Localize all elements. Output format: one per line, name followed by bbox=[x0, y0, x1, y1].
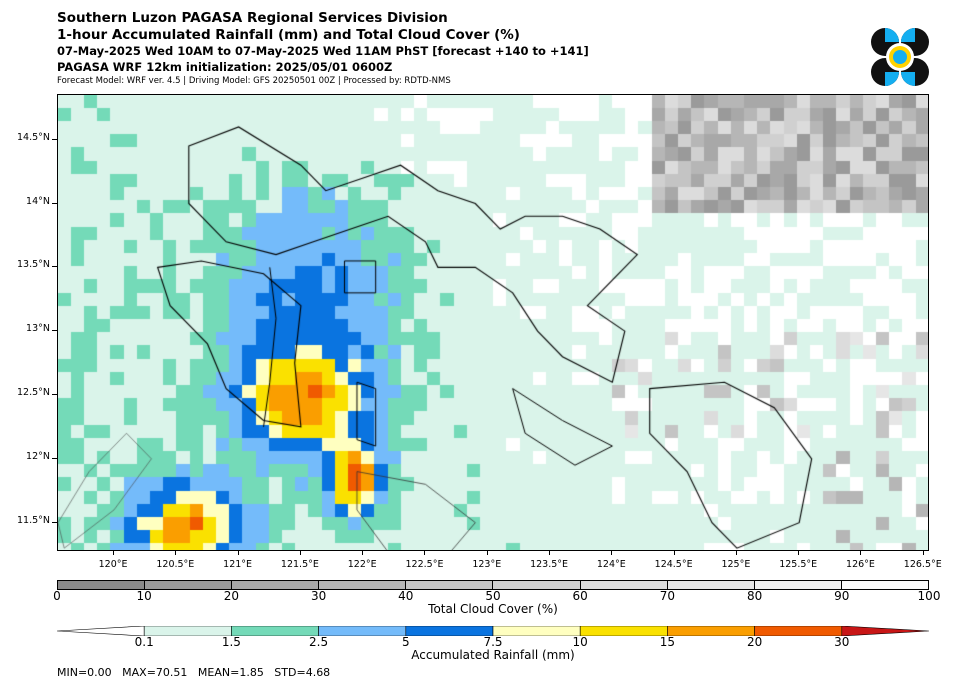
lon-tick-label: 122°E bbox=[347, 559, 377, 570]
lat-tick-mark bbox=[52, 521, 57, 523]
lon-tick-label: 121.5°E bbox=[280, 559, 319, 570]
lat-tick-label: 12.5°N bbox=[16, 386, 50, 398]
lon-tick-mark bbox=[362, 551, 364, 555]
lat-tick-label: 11.5°N bbox=[16, 514, 50, 526]
lat-tick-label: 14°N bbox=[26, 195, 50, 207]
lon-tick-mark bbox=[299, 551, 301, 555]
cloud-cover-segment bbox=[493, 581, 581, 589]
cloud-cover-tick: 0 bbox=[53, 589, 61, 603]
lon-tick-label: 120°E bbox=[98, 559, 128, 570]
cloud-cover-segment bbox=[841, 581, 928, 589]
lon-tick-mark bbox=[113, 551, 115, 555]
rainfall-tick: 5 bbox=[401, 635, 410, 649]
lon-tick-label: 126°E bbox=[846, 559, 875, 570]
rainfall-segment bbox=[492, 626, 581, 636]
lon-tick-mark bbox=[611, 551, 613, 555]
cloud-cover-tick: 70 bbox=[659, 589, 676, 603]
lat-tick-label: 14.5°N bbox=[16, 131, 50, 143]
cloud-cover-colorbar bbox=[57, 580, 929, 590]
rainfall-tick: 0.1 bbox=[134, 635, 154, 649]
rainfall-label: Accumulated Rainfall (mm) bbox=[411, 648, 575, 662]
rainfall-tick: 30 bbox=[834, 635, 850, 649]
rainfall-segment bbox=[667, 626, 755, 636]
lon-tick-mark bbox=[549, 551, 551, 555]
map-title: Southern Luzon PAGASA Regional Services … bbox=[57, 10, 448, 26]
lon-tick-mark bbox=[175, 551, 177, 555]
cloud-cover-tick: 60 bbox=[572, 589, 588, 603]
initialization-info: PAGASA WRF 12km initialization: 2025/05/… bbox=[57, 60, 393, 74]
lon-tick-mark bbox=[735, 551, 737, 555]
rainfall-segment bbox=[754, 626, 843, 636]
model-info: Forecast Model: WRF ver. 4.5 | Driving M… bbox=[57, 76, 451, 86]
map-subtitle: 1-hour Accumulated Rainfall (mm) and Tot… bbox=[57, 27, 520, 43]
valid-time: 07-May-2025 Wed 10AM to 07-May-2025 Wed … bbox=[57, 44, 589, 58]
rainfall-tick: 15 bbox=[659, 635, 676, 649]
lon-tick-label: 125°E bbox=[721, 559, 751, 570]
lon-tick-mark bbox=[922, 551, 924, 555]
cloud-cover-tick: 10 bbox=[136, 589, 152, 603]
lon-tick-label: 124°E bbox=[596, 559, 626, 570]
cloud-cover-segment bbox=[580, 581, 668, 589]
cloud-cover-tick: 30 bbox=[310, 589, 327, 603]
cloud-cover-tick: 80 bbox=[746, 589, 763, 603]
lat-tick-mark bbox=[52, 202, 57, 204]
lat-tick-mark bbox=[52, 266, 57, 268]
cloud-cover-segment bbox=[58, 581, 146, 589]
cloud-cover-segment bbox=[754, 581, 842, 589]
rainfall-tick: 2.5 bbox=[309, 635, 329, 649]
cloud-cover-tick: 20 bbox=[223, 589, 240, 603]
rainfall-segment bbox=[231, 626, 319, 636]
pagasa-logo-icon bbox=[871, 28, 929, 86]
lat-tick-mark bbox=[52, 138, 57, 140]
lon-tick-mark bbox=[237, 551, 239, 555]
cloud-cover-tick: 50 bbox=[485, 589, 501, 603]
rainfall-cloud-map bbox=[58, 95, 928, 550]
rainfall-segment bbox=[143, 626, 232, 636]
rainfall-tick: 7.5 bbox=[483, 635, 503, 649]
lon-tick-label: 123.5°E bbox=[530, 559, 569, 570]
lon-tick-label: 122.5°E bbox=[405, 559, 444, 570]
rainfall-segment bbox=[57, 626, 145, 636]
lon-tick-label: 125.5°E bbox=[779, 559, 818, 570]
rainfall-tick: 10 bbox=[572, 635, 588, 649]
map-panel bbox=[57, 94, 929, 551]
lat-tick-mark bbox=[52, 457, 57, 459]
lon-tick-mark bbox=[673, 551, 675, 555]
rainfall-segment bbox=[318, 626, 407, 636]
lat-tick-label: 13°N bbox=[26, 323, 50, 335]
lat-tick-label: 12°N bbox=[26, 450, 50, 462]
rainfall-colorbar bbox=[57, 626, 929, 636]
lat-tick-label: 13.5°N bbox=[16, 259, 50, 271]
cloud-cover-tick: 100 bbox=[917, 589, 941, 603]
rainfall-segment bbox=[841, 626, 929, 636]
cloud-cover-segment bbox=[667, 581, 755, 589]
rainfall-tick: 20 bbox=[746, 635, 763, 649]
rainfall-segment bbox=[579, 626, 668, 636]
lon-tick-mark bbox=[798, 551, 800, 555]
cloud-cover-tick: 90 bbox=[834, 589, 850, 603]
cloud-cover-label: Total Cloud Cover (%) bbox=[428, 602, 558, 616]
rainfall-tick: 1.5 bbox=[221, 635, 241, 649]
rainfall-segment bbox=[405, 626, 494, 636]
lat-tick-mark bbox=[52, 393, 57, 395]
lon-tick-mark bbox=[486, 551, 488, 555]
lon-tick-label: 123°E bbox=[472, 559, 502, 570]
cloud-cover-segment bbox=[319, 581, 407, 589]
lon-tick-label: 124.5°E bbox=[654, 559, 693, 570]
statistics-text: MIN=0.00 MAX=70.51 MEAN=1.85 STD=4.68 bbox=[57, 666, 331, 679]
lon-tick-mark bbox=[424, 551, 426, 555]
lon-tick-label: 121°E bbox=[223, 559, 253, 570]
cloud-cover-segment bbox=[232, 581, 320, 589]
cloud-cover-tick: 40 bbox=[398, 589, 414, 603]
cloud-cover-segment bbox=[406, 581, 494, 589]
lon-tick-mark bbox=[860, 551, 862, 555]
cloud-cover-segment bbox=[145, 581, 233, 589]
lon-tick-label: 120.5°E bbox=[156, 559, 195, 570]
lon-tick-label: 126.5°E bbox=[903, 559, 942, 570]
lat-tick-mark bbox=[52, 330, 57, 332]
